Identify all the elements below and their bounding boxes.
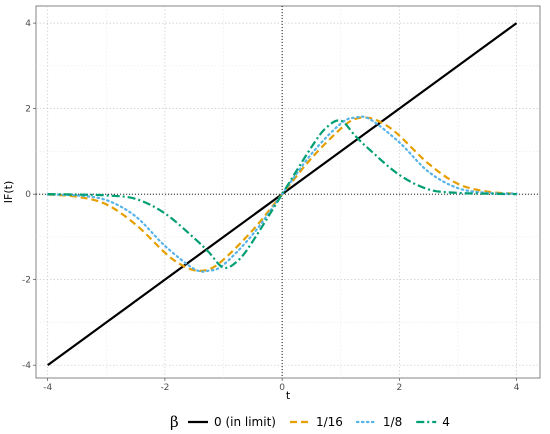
x-tick-label: -2: [160, 383, 169, 393]
series-group: [46, 22, 518, 367]
y-tick-label: 4: [25, 19, 31, 29]
x-tick-label: 0: [279, 383, 285, 393]
x-tick-label: 2: [396, 383, 402, 393]
legend-label-1: 0 (in limit): [214, 415, 276, 429]
legend-label-2: 1/16: [316, 415, 343, 429]
legend-label-4: 4: [442, 415, 450, 429]
axis-ticks: -4 -2 0 2 4 -4 -2 0 2 4: [22, 19, 520, 393]
legend-title: β: [170, 413, 179, 431]
x-tick-label: 4: [514, 383, 520, 393]
y-axis-title: IF(t): [2, 181, 15, 203]
y-tick-label: 0: [25, 190, 31, 200]
x-tick-label: -4: [43, 383, 52, 393]
legend-label-3: 1/8: [383, 415, 402, 429]
y-tick-label: -4: [22, 361, 31, 371]
legend: β 0 (in limit) 1/16 1/8 4: [170, 413, 450, 431]
reference-lines: [36, 6, 540, 378]
x-axis-title: t: [286, 389, 291, 402]
series-line-3: [46, 115, 518, 273]
y-tick-label: -2: [22, 276, 31, 286]
y-tick-label: 2: [25, 105, 31, 115]
series-line-4: [47, 119, 517, 270]
